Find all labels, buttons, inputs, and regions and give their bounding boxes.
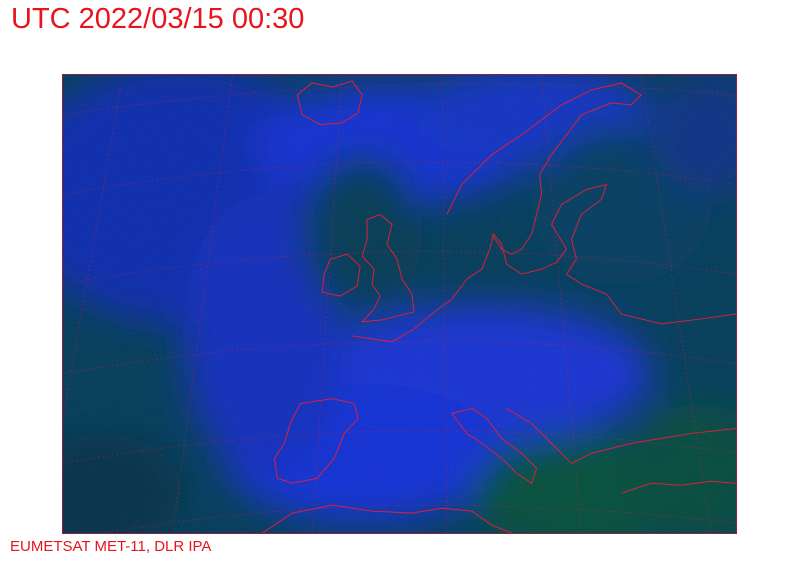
iberia-coast xyxy=(273,398,359,484)
satellite-map xyxy=(62,74,737,534)
timestamp-title: UTC 2022/03/15 00:30 xyxy=(11,3,305,35)
iceland-coast xyxy=(296,80,363,126)
turkey-coast xyxy=(621,480,736,494)
graticule xyxy=(63,75,736,533)
image-texture xyxy=(63,75,736,533)
balkans-coast xyxy=(506,408,736,464)
scandinavia-coast xyxy=(446,82,643,255)
great-britain-coast xyxy=(360,213,415,323)
italy-coast xyxy=(450,408,538,484)
coastlines xyxy=(262,80,736,533)
europe-coast xyxy=(352,183,736,343)
image-credit: EUMETSAT MET-11, DLR IPA xyxy=(10,538,212,555)
ireland-coast xyxy=(321,253,361,297)
africa-coast xyxy=(262,504,512,533)
